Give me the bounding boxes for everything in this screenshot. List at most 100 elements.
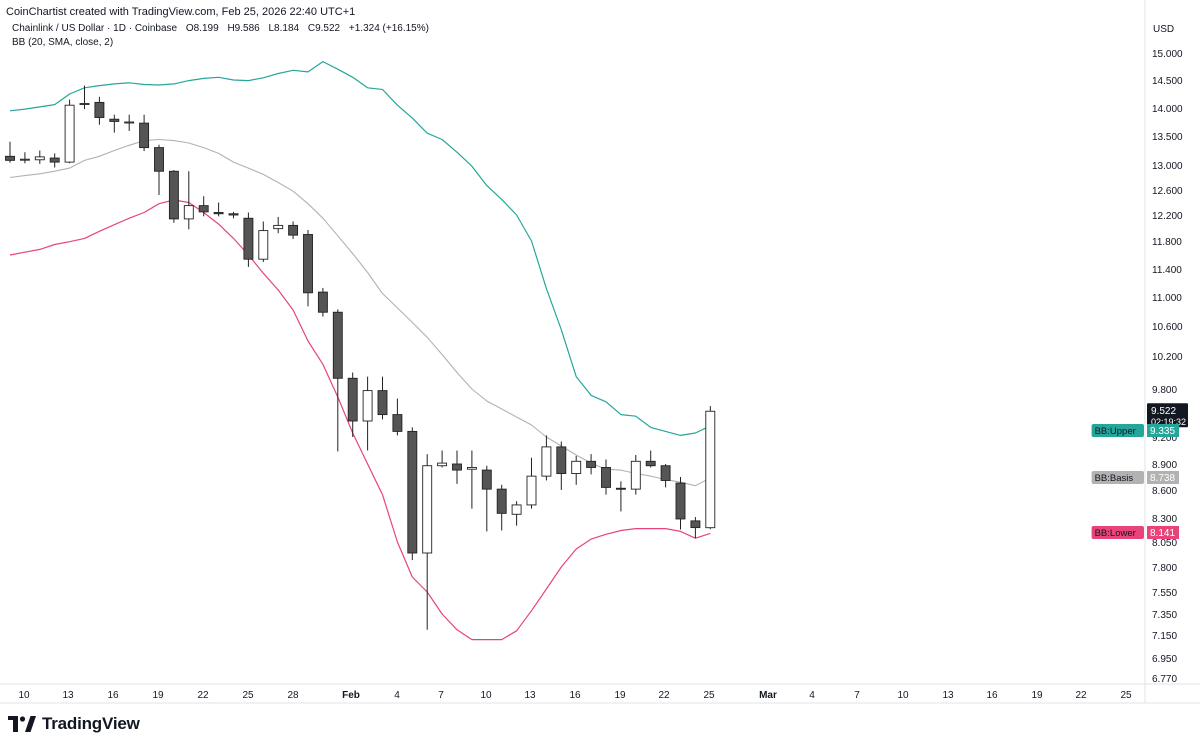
candle-body[interactable] (526, 475, 537, 506)
ohlc-high: H9.586 (227, 23, 260, 34)
candle-body[interactable] (586, 460, 597, 468)
y-tick-label: 8.300 (1152, 514, 1177, 525)
x-tick-label: 19 (1031, 690, 1043, 701)
y-tick-label: 6.770 (1152, 674, 1177, 685)
x-tick-label: 4 (809, 690, 815, 701)
x-tick-label: Mar (759, 690, 777, 701)
candle-body[interactable] (511, 504, 522, 515)
x-tick-label: 22 (658, 690, 670, 701)
x-tick-label: 10 (480, 690, 492, 701)
bb-upper-line (9, 60, 711, 436)
x-tick-label: 19 (614, 690, 626, 701)
tradingview-logo[interactable]: TradingView (8, 714, 140, 734)
candle-body[interactable] (183, 205, 194, 220)
x-tick-label: 25 (242, 690, 254, 701)
candle-body[interactable] (139, 122, 150, 149)
ohlc-close: C9.522 (307, 23, 341, 34)
candle-body[interactable] (422, 465, 433, 554)
candle-body[interactable] (5, 155, 15, 161)
y-tick-label: 8.050 (1152, 538, 1177, 549)
candle-body[interactable] (228, 213, 239, 216)
candle-body[interactable] (630, 460, 641, 490)
candle-body[interactable] (49, 157, 60, 163)
candle-body[interactable] (541, 446, 552, 477)
bb-basis-name-badge (1091, 471, 1144, 484)
bb-lower-value-label: 8.141 (1150, 528, 1175, 539)
candle-body[interactable] (273, 224, 284, 230)
candle-body[interactable] (79, 103, 90, 105)
candle-body[interactable] (437, 462, 448, 467)
x-tick-label: 25 (703, 690, 715, 701)
y-tick-label: 13.500 (1152, 132, 1183, 143)
candle-body[interactable] (317, 291, 328, 313)
candle-body[interactable] (64, 104, 75, 163)
x-tick-label: 7 (854, 690, 860, 701)
currency-label: USD (1153, 24, 1175, 35)
x-tick-label: 22 (197, 690, 209, 701)
indicator-legend[interactable]: BB (20, SMA, close, 2) (12, 37, 114, 48)
candle-body[interactable] (377, 390, 388, 416)
bb-lower-name-badge (1091, 526, 1144, 539)
candle-body[interactable] (556, 446, 567, 474)
x-tick-label: 19 (152, 690, 164, 701)
candle-body[interactable] (34, 156, 45, 161)
y-tick-label: 7.800 (1152, 563, 1177, 574)
x-tick-label: 22 (1075, 690, 1087, 701)
y-tick-label: 10.600 (1152, 322, 1183, 333)
y-tick-label: 6.950 (1152, 654, 1177, 665)
y-tick-label: 13.000 (1152, 161, 1183, 172)
candle-body[interactable] (347, 377, 358, 422)
bb-upper-name-label: BB:Upper (1095, 426, 1136, 437)
candle-body[interactable] (481, 469, 492, 490)
bb-upper-name-badge (1091, 424, 1144, 437)
candle-body[interactable] (645, 460, 656, 467)
candle-body[interactable] (660, 465, 671, 481)
candle-body[interactable] (407, 430, 418, 554)
candle-body[interactable] (362, 390, 373, 422)
last-price-label: 9.522 (1151, 406, 1176, 417)
candle-body[interactable] (19, 158, 30, 161)
ohlc-open: O8.199 (185, 23, 219, 34)
bb-basis-value-badge (1147, 471, 1179, 484)
candle-body[interactable] (332, 311, 343, 379)
candle-body[interactable] (258, 230, 269, 260)
bb-basis-line (9, 138, 711, 487)
candle-body[interactable] (168, 170, 179, 220)
candle-body[interactable] (496, 488, 507, 514)
y-tick-label: 15.000 (1152, 49, 1183, 60)
y-tick-label: 9.800 (1152, 385, 1177, 396)
candle-body[interactable] (615, 487, 626, 490)
y-tick-label: 7.150 (1152, 631, 1177, 642)
bb-lower-line (9, 199, 711, 641)
tradingview-logo-text: TradingView (42, 714, 140, 733)
candle-body[interactable] (109, 118, 120, 122)
candle-body[interactable] (124, 121, 135, 124)
candle-body[interactable] (675, 482, 686, 520)
candle-body[interactable] (243, 217, 254, 260)
ohlc-change: +1.324 (+16.15%) (348, 23, 429, 34)
candle-body[interactable] (154, 147, 164, 172)
symbol-legend: Chainlink / US Dollar · 1D · Coinbase O8… (12, 23, 435, 34)
bar-countdown-label: 02:19:32 (1151, 417, 1186, 427)
candle-body[interactable] (690, 520, 701, 529)
x-tick-label: 13 (524, 690, 536, 701)
bb-upper-value-label: 9.335 (1150, 426, 1175, 437)
last-price-badge (1147, 403, 1188, 428)
x-tick-label: Feb (342, 690, 360, 701)
candle-body[interactable] (213, 212, 224, 215)
candle-body[interactable] (452, 463, 462, 471)
x-tick-label: 16 (986, 690, 998, 701)
candle-body[interactable] (303, 234, 313, 294)
candle-body[interactable] (94, 101, 105, 118)
y-tick-label: 7.550 (1152, 588, 1177, 599)
y-tick-label: 12.200 (1152, 211, 1183, 222)
candle-body[interactable] (705, 410, 716, 529)
candle-body[interactable] (392, 414, 403, 432)
y-tick-label: 14.500 (1152, 76, 1183, 87)
candle-body[interactable] (466, 467, 477, 470)
candle-body[interactable] (198, 205, 209, 213)
candle-body[interactable] (288, 224, 299, 236)
candle-body[interactable] (601, 467, 611, 488)
candle-body[interactable] (571, 460, 582, 474)
